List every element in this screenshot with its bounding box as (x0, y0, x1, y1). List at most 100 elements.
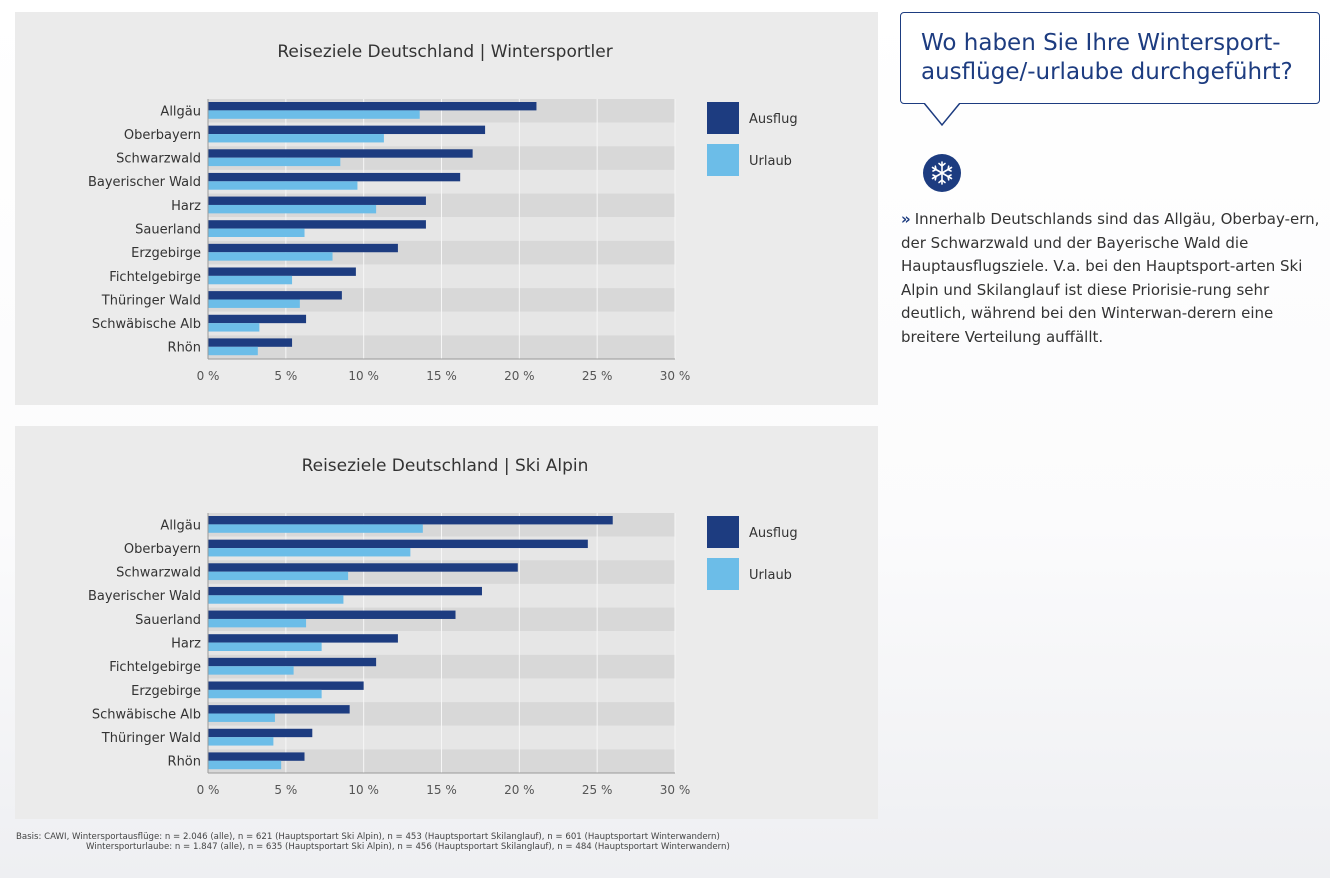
legend-label-urlaub: Urlaub (749, 568, 792, 583)
bar-urlaub-harz (208, 642, 322, 651)
bar-ausflug-thueringer-wald (208, 728, 313, 738)
bar-ausflug-allgaeu (208, 516, 613, 525)
legend-swatch-urlaub (707, 144, 739, 176)
chart-title: Reiseziele Deutschland | Wintersportler (277, 42, 612, 62)
bar-urlaub-sauerland (208, 618, 307, 628)
category-label-harz: Harz (171, 637, 201, 652)
category-label-bayerischer-wald: Bayerischer Wald (88, 175, 201, 190)
bar-ausflug-harz (208, 196, 426, 205)
bar-urlaub-fichtelgebirge (208, 666, 294, 675)
legend-label-ausflug: Ausflug (749, 112, 798, 127)
category-label-rhoen: Rhön (168, 341, 201, 356)
bar-ausflug-sauerland (208, 610, 456, 619)
bar-urlaub-erzgebirge (208, 252, 333, 261)
bar-urlaub-bayerischer-wald (208, 595, 344, 604)
chart-title: Reiseziele Deutschland | Ski Alpin (302, 456, 589, 476)
bar-ausflug-fichtelgebirge (208, 267, 356, 276)
legend-swatch-ausflug (707, 102, 739, 134)
x-tick-label: 25 % (582, 783, 613, 797)
bar-ausflug-rhoen (208, 338, 293, 347)
x-tick-label: 30 % (660, 369, 691, 383)
x-tick-label: 30 % (660, 783, 691, 797)
bar-chart-wintersportler: Reiseziele Deutschland | Wintersportler 0… (88, 42, 798, 383)
summary-paragraph: Innerhalb Deutschlands sind das Allgäu, … (901, 210, 1320, 346)
category-label-sauerland: Sauerland (135, 223, 201, 238)
bar-urlaub-harz (208, 204, 377, 214)
bar-ausflug-thueringer-wald (208, 291, 342, 300)
bar-urlaub-thueringer-wald (208, 737, 274, 746)
legend-label-urlaub: Urlaub (749, 154, 792, 169)
legend-swatch-ausflug (707, 516, 739, 548)
category-label-harz: Harz (171, 199, 201, 214)
bar-urlaub-rhoen (208, 346, 258, 356)
callout-tail (923, 103, 961, 127)
bar-ausflug-fichtelgebirge (208, 657, 377, 667)
bar-chart-ski-alpin: Reiseziele Deutschland | Ski Alpin 0 % 5 %… (88, 456, 798, 797)
bar-ausflug-sauerland (208, 220, 426, 229)
bar-ausflug-schwarzwald (208, 149, 473, 158)
bar-ausflug-rhoen (208, 752, 305, 761)
category-label-erzgebirge: Erzgebirge (131, 684, 201, 699)
bar-ausflug-erzgebirge (208, 243, 398, 253)
legend-label-ausflug: Ausflug (749, 526, 798, 541)
bar-urlaub-schwarzwald (208, 157, 341, 167)
question-callout: Wo haben Sie Ihre Wintersport-ausflüge/-… (900, 12, 1320, 104)
x-tick-label: 5 % (274, 783, 297, 797)
bar-urlaub-sauerland (208, 228, 305, 237)
bar-ausflug-harz (208, 634, 398, 643)
bar-ausflug-bayerischer-wald (208, 172, 461, 182)
category-label-schwarzwald: Schwarzwald (116, 152, 201, 167)
x-tick-label: 20 % (504, 783, 535, 797)
x-tick-label: 0 % (197, 783, 220, 797)
snowflake-icon (923, 154, 961, 192)
footnote-line-2: Wintersporturlaube: n = 1.847 (alle), n … (86, 842, 730, 852)
x-tick-label: 15 % (426, 369, 457, 383)
bar-urlaub-fichtelgebirge (208, 275, 293, 285)
bar-ausflug-schwarzwald (208, 563, 518, 572)
category-label-allgaeu: Allgäu (160, 518, 201, 533)
bar-ausflug-oberbayern (208, 125, 486, 135)
bar-ausflug-allgaeu (208, 102, 537, 111)
bar-ausflug-erzgebirge (208, 681, 364, 690)
bar-urlaub-allgaeu (208, 110, 420, 119)
category-label-fichtelgebirge: Fichtelgebirge (109, 660, 201, 675)
category-label-sauerland: Sauerland (135, 613, 201, 628)
x-tick-label: 10 % (348, 369, 379, 383)
category-label-erzgebirge: Erzgebirge (131, 246, 201, 261)
category-label-schwaebische-alb: Schwäbische Alb (92, 707, 201, 722)
footnote: Basis: CAWI, Wintersportausflüge: n = 2.… (16, 832, 876, 852)
category-label-thueringer-wald: Thüringer Wald (101, 293, 201, 308)
bar-urlaub-schwaebische-alb (208, 323, 260, 332)
bar-urlaub-bayerischer-wald (208, 181, 358, 190)
bar-urlaub-schwaebische-alb (208, 713, 275, 722)
bullet-marker: » (901, 210, 911, 228)
bar-urlaub-thueringer-wald (208, 299, 300, 308)
category-label-thueringer-wald: Thüringer Wald (101, 731, 201, 746)
bar-urlaub-erzgebirge (208, 689, 322, 699)
x-tick-label: 10 % (348, 783, 379, 797)
bar-ausflug-schwaebische-alb (208, 314, 307, 324)
x-tick-label: 15 % (426, 783, 457, 797)
category-label-oberbayern: Oberbayern (124, 542, 201, 557)
x-tick-label: 0 % (197, 369, 220, 383)
category-label-allgaeu: Allgäu (160, 104, 201, 119)
bar-urlaub-oberbayern (208, 134, 384, 143)
bar-urlaub-rhoen (208, 760, 282, 770)
category-label-rhoen: Rhön (168, 755, 201, 770)
footnote-line-1: Basis: CAWI, Wintersportausflüge: n = 2.… (16, 832, 720, 842)
bar-urlaub-allgaeu (208, 524, 423, 533)
category-label-schwaebische-alb: Schwäbische Alb (92, 317, 201, 332)
bar-ausflug-oberbayern (208, 539, 588, 549)
bar-ausflug-schwaebische-alb (208, 705, 350, 714)
category-label-bayerischer-wald: Bayerischer Wald (88, 589, 201, 604)
bar-ausflug-bayerischer-wald (208, 586, 482, 596)
chart-panel-ski-alpin: Reiseziele Deutschland | Ski Alpin 0 % 5 %… (15, 426, 878, 819)
bar-urlaub-schwarzwald (208, 571, 349, 581)
x-tick-label: 5 % (274, 369, 297, 383)
category-label-oberbayern: Oberbayern (124, 128, 201, 143)
chart-panel-wintersportler: Reiseziele Deutschland | Wintersportler 0… (15, 12, 878, 405)
x-tick-label: 20 % (504, 369, 535, 383)
x-tick-label: 25 % (582, 369, 613, 383)
category-label-fichtelgebirge: Fichtelgebirge (109, 270, 201, 285)
bar-urlaub-oberbayern (208, 548, 411, 557)
